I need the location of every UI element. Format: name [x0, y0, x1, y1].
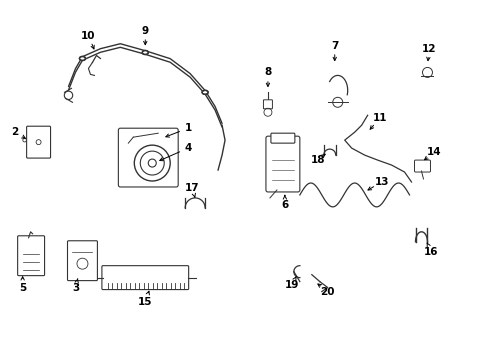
Ellipse shape	[142, 50, 148, 54]
FancyBboxPatch shape	[18, 236, 44, 276]
FancyBboxPatch shape	[26, 126, 50, 158]
Text: 20: 20	[320, 287, 334, 297]
Text: 5: 5	[19, 283, 26, 293]
Text: 12: 12	[421, 44, 436, 54]
Text: 10: 10	[81, 31, 96, 41]
FancyBboxPatch shape	[270, 133, 294, 143]
Text: 19: 19	[284, 280, 299, 289]
Ellipse shape	[80, 57, 85, 60]
Text: 4: 4	[184, 143, 191, 153]
FancyBboxPatch shape	[263, 100, 272, 109]
Text: 6: 6	[281, 200, 288, 210]
Text: 8: 8	[264, 67, 271, 77]
Text: 9: 9	[142, 26, 148, 36]
Text: 2: 2	[11, 127, 18, 137]
Text: 16: 16	[424, 247, 438, 257]
FancyBboxPatch shape	[265, 136, 299, 192]
Text: 17: 17	[184, 183, 199, 193]
FancyBboxPatch shape	[414, 160, 429, 172]
Text: 18: 18	[310, 155, 325, 165]
Text: 13: 13	[374, 177, 388, 187]
FancyBboxPatch shape	[118, 128, 178, 187]
Text: 3: 3	[72, 283, 79, 293]
Text: 7: 7	[330, 41, 338, 50]
Text: 14: 14	[427, 147, 441, 157]
Ellipse shape	[202, 90, 208, 94]
Text: 15: 15	[138, 297, 152, 306]
FancyBboxPatch shape	[67, 241, 97, 280]
Text: 11: 11	[371, 113, 386, 123]
Text: 1: 1	[184, 123, 191, 133]
FancyBboxPatch shape	[102, 266, 188, 289]
